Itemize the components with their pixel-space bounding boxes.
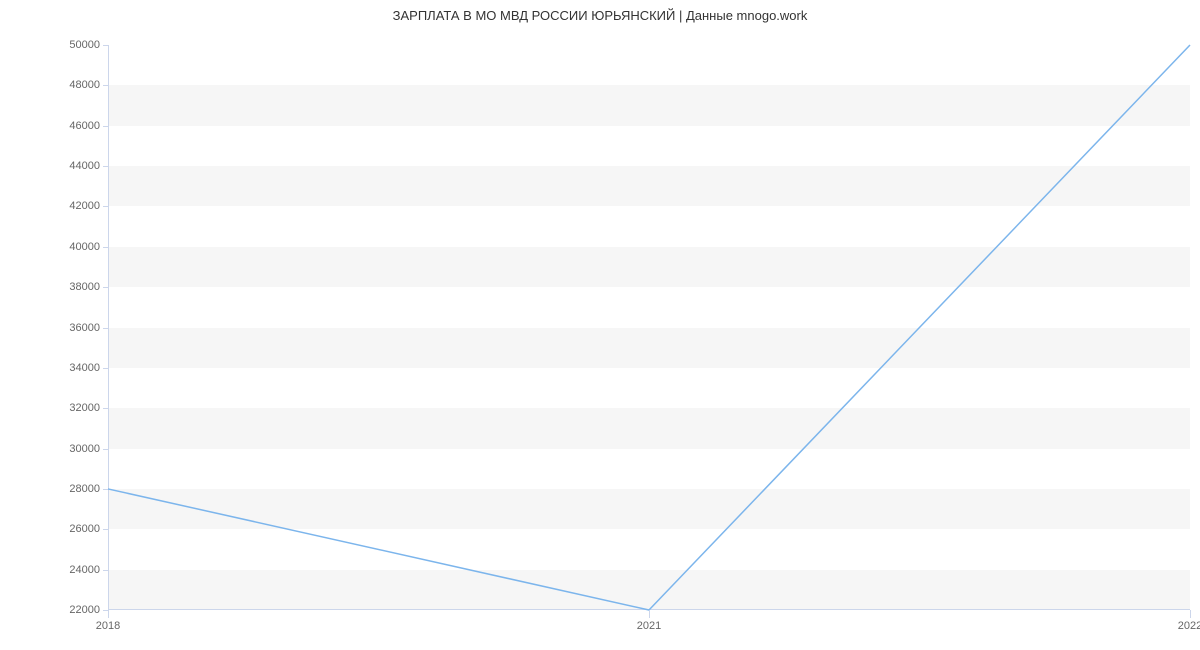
y-tick bbox=[103, 247, 108, 248]
y-tick bbox=[103, 45, 108, 46]
y-tick bbox=[103, 206, 108, 207]
y-tick-label: 34000 bbox=[50, 362, 100, 374]
y-tick-label: 46000 bbox=[50, 120, 100, 132]
y-tick-label: 48000 bbox=[50, 79, 100, 91]
y-tick bbox=[103, 570, 108, 571]
y-tick-label: 32000 bbox=[50, 402, 100, 414]
y-tick bbox=[103, 368, 108, 369]
y-tick-label: 36000 bbox=[50, 322, 100, 334]
y-tick-label: 22000 bbox=[50, 604, 100, 616]
y-tick-label: 50000 bbox=[50, 39, 100, 51]
y-tick bbox=[103, 449, 108, 450]
x-tick-label: 2018 bbox=[96, 620, 120, 632]
x-tick bbox=[1190, 610, 1191, 618]
y-tick bbox=[103, 328, 108, 329]
data-line bbox=[108, 45, 1190, 610]
y-tick bbox=[103, 166, 108, 167]
x-tick-label: 2021 bbox=[637, 620, 661, 632]
y-tick bbox=[103, 126, 108, 127]
x-tick bbox=[108, 610, 109, 618]
y-tick-label: 28000 bbox=[50, 483, 100, 495]
y-tick bbox=[103, 529, 108, 530]
y-tick bbox=[103, 489, 108, 490]
series-line bbox=[108, 45, 1190, 610]
x-tick bbox=[649, 610, 650, 618]
y-tick-label: 44000 bbox=[50, 160, 100, 172]
y-tick-label: 24000 bbox=[50, 564, 100, 576]
y-tick bbox=[103, 287, 108, 288]
x-tick-label: 2022 bbox=[1178, 620, 1200, 632]
chart-title: ЗАРПЛАТА В МО МВД РОССИИ ЮРЬЯНСКИЙ | Дан… bbox=[0, 0, 1200, 23]
y-tick-label: 40000 bbox=[50, 241, 100, 253]
y-tick-label: 42000 bbox=[50, 200, 100, 212]
y-tick-label: 26000 bbox=[50, 523, 100, 535]
chart-plot-area bbox=[108, 45, 1190, 610]
y-tick-label: 30000 bbox=[50, 443, 100, 455]
y-tick bbox=[103, 408, 108, 409]
y-tick-label: 38000 bbox=[50, 281, 100, 293]
y-tick bbox=[103, 85, 108, 86]
